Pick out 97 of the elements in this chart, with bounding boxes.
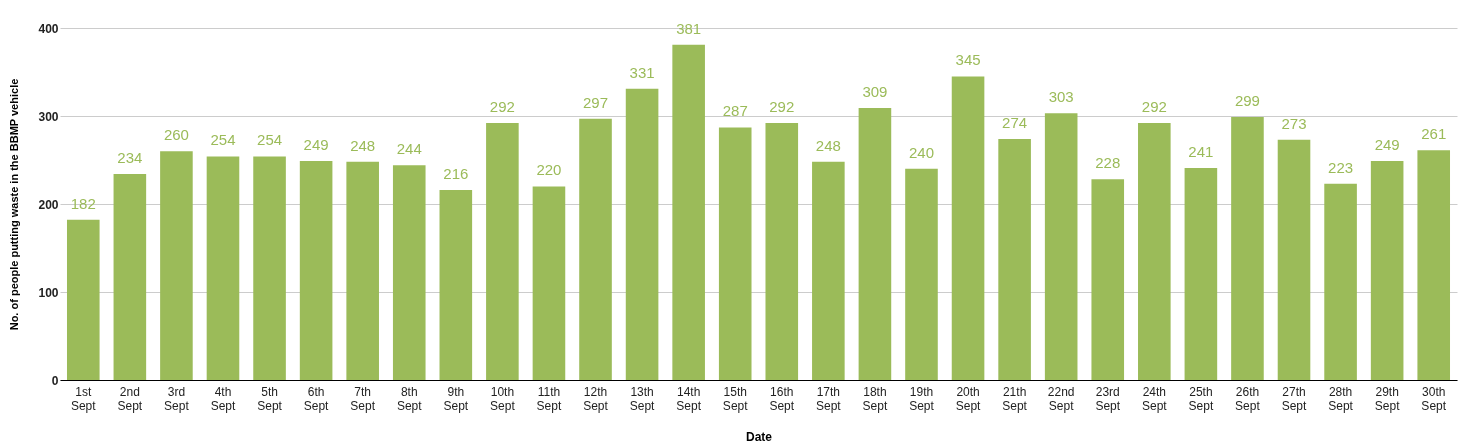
x-tick-label: 26th Sept — [1235, 384, 1261, 413]
bar — [1138, 123, 1171, 380]
bar — [765, 123, 799, 380]
bar — [812, 161, 845, 380]
bar — [1324, 183, 1357, 380]
data-label: 249 — [1374, 135, 1400, 153]
bar — [1184, 167, 1218, 380]
x-tick-label: 25th Sept — [1188, 384, 1214, 413]
x-tick-label: 18th Sept — [862, 384, 888, 413]
data-label: 287 — [722, 102, 748, 120]
y-tick-label: 300 — [38, 109, 59, 124]
bar — [951, 76, 985, 380]
y-axis-title: No. of people putting waste in the BBMP vehicle — [8, 78, 21, 331]
x-tick-label: 3rd Sept — [164, 384, 190, 413]
data-label: 309 — [862, 83, 888, 101]
data-label: 223 — [1328, 158, 1354, 176]
data-label: 331 — [629, 63, 655, 81]
data-label: 248 — [815, 136, 841, 154]
data-label: 249 — [303, 135, 329, 153]
x-tick-label: 19th Sept — [909, 384, 935, 413]
data-label: 381 — [676, 19, 702, 37]
data-label: 261 — [1421, 125, 1447, 143]
x-tick-label: 20th Sept — [955, 384, 982, 413]
bar — [160, 151, 193, 380]
y-tick-label: 100 — [38, 285, 59, 300]
x-tick-label: 5th Sept — [257, 384, 283, 413]
data-label: 244 — [396, 140, 422, 158]
data-label: 182 — [70, 194, 96, 212]
x-tick-label: 23rd Sept — [1095, 384, 1121, 413]
data-label: 292 — [1141, 98, 1167, 116]
x-tick-label: 17th Sept — [816, 384, 842, 413]
bar — [66, 219, 100, 380]
data-label: 234 — [117, 149, 143, 167]
x-tick-label: 24th Sept — [1141, 384, 1168, 413]
x-tick-label: 2nd Sept — [117, 384, 143, 413]
data-label: 292 — [769, 98, 795, 116]
data-label: 274 — [1002, 113, 1028, 131]
x-tick-label: 12th Sept — [583, 384, 609, 413]
x-tick-label: 11th Sept — [536, 384, 562, 413]
x-tick-label: 15th Sept — [722, 384, 749, 413]
data-label: 260 — [163, 126, 189, 144]
bar — [718, 127, 752, 380]
data-label: 248 — [350, 136, 376, 154]
bar — [486, 123, 519, 380]
data-label: 254 — [210, 131, 236, 149]
bar — [672, 44, 705, 380]
bar — [206, 156, 240, 380]
x-tick-label: 10th Sept — [490, 384, 516, 413]
data-label: 345 — [955, 51, 981, 69]
y-tick-label: 400 — [38, 21, 59, 36]
x-tick-label: 13th Sept — [629, 384, 656, 413]
x-tick-label: 28th Sept — [1328, 384, 1354, 413]
x-tick-label: 7th Sept — [350, 384, 376, 413]
x-tick-label: 8th Sept — [396, 384, 423, 413]
bar — [113, 174, 147, 380]
data-label: 297 — [583, 93, 609, 111]
bar — [1231, 116, 1264, 380]
x-axis-title: Date — [745, 429, 773, 444]
x-tick-label: 6th Sept — [303, 384, 330, 413]
data-label: 228 — [1095, 154, 1121, 172]
data-label: 292 — [489, 98, 515, 116]
data-label: 216 — [443, 164, 469, 182]
data-label: 240 — [908, 143, 934, 161]
bar — [1370, 160, 1404, 380]
y-tick-label: 200 — [38, 197, 59, 212]
bar — [1277, 139, 1311, 380]
bar — [905, 168, 938, 380]
bar — [253, 156, 286, 380]
bar — [625, 88, 659, 380]
bar — [998, 138, 1031, 380]
bar — [1044, 113, 1078, 380]
x-tick-label: 22nd Sept — [1047, 384, 1075, 413]
data-label: 241 — [1188, 142, 1214, 160]
bar — [858, 108, 892, 380]
data-label: 273 — [1281, 114, 1307, 132]
x-tick-label: 16th Sept — [769, 384, 795, 413]
bar — [392, 165, 426, 380]
bar — [579, 118, 612, 380]
y-tick-label: 0 — [51, 373, 59, 388]
bar — [1417, 150, 1451, 380]
x-tick-label: 9th Sept — [443, 384, 469, 413]
x-tick-label: 29th Sept — [1374, 384, 1401, 413]
x-tick-label: 4th Sept — [210, 384, 236, 413]
bar — [439, 189, 473, 380]
x-tick-label: 30th Sept — [1421, 384, 1447, 413]
x-tick-label: 14th Sept — [676, 384, 702, 413]
x-tick-label: 1st Sept — [70, 384, 97, 413]
data-label: 303 — [1048, 88, 1074, 106]
x-tick-label: 21th Sept — [1002, 384, 1028, 413]
data-label: 299 — [1234, 91, 1260, 109]
bar — [532, 186, 566, 380]
x-tick-label: 27th Sept — [1281, 384, 1308, 413]
data-label: 220 — [536, 161, 562, 179]
bar — [1091, 179, 1125, 380]
bar — [346, 161, 379, 380]
bar — [299, 160, 333, 380]
data-label: 254 — [257, 131, 283, 149]
